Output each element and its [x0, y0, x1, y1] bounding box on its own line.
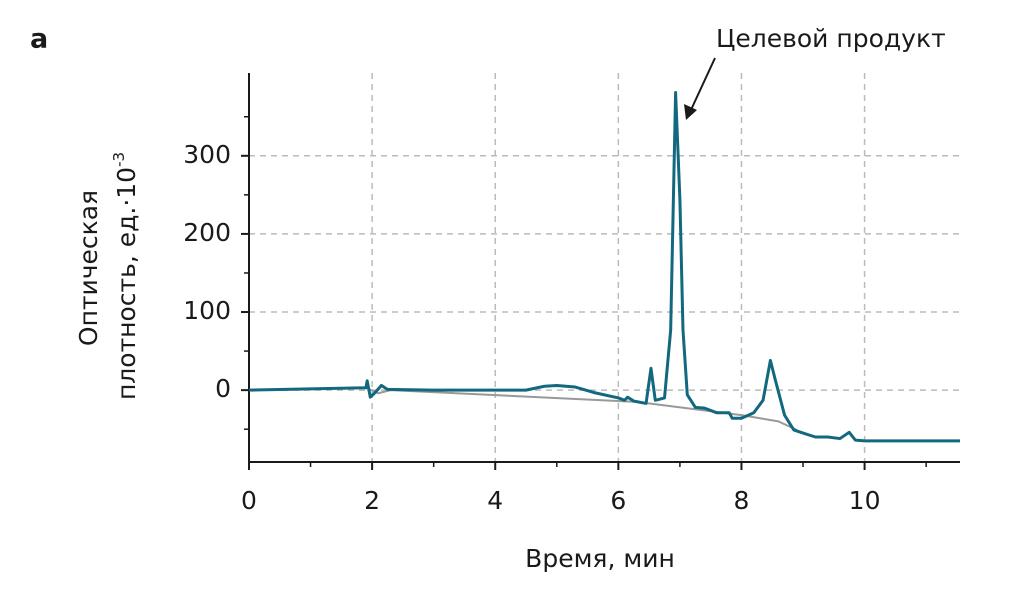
- y-tick-label: 300: [183, 140, 231, 169]
- y-tick-label: 200: [183, 218, 231, 247]
- y-label-line: плотность, ед.·10-3: [110, 152, 142, 400]
- x-tick-label: 0: [241, 486, 257, 515]
- y-tick-label: 100: [183, 296, 231, 325]
- x-tick-label: 4: [487, 486, 503, 515]
- annotation: Целевой продукт: [716, 24, 946, 53]
- y-label-exponent: -3: [110, 152, 128, 167]
- x-tick-label: 6: [610, 486, 626, 515]
- x-axis-label: Время, мин: [525, 544, 675, 573]
- x-tick-label: 8: [734, 486, 750, 515]
- data-line: [365, 386, 798, 431]
- y-axis-label: Оптическая плотность, ед.·10-3: [74, 152, 141, 400]
- data-line: [248, 91, 960, 443]
- y-tick-label: 0: [215, 374, 231, 403]
- y-label-line: Оптическая: [74, 190, 103, 346]
- arrow-head: [684, 104, 697, 120]
- x-tick-label: 2: [364, 486, 380, 515]
- x-tick-label: 10: [849, 486, 881, 515]
- panel-label: a: [30, 24, 48, 55]
- annotation-arrow: [689, 57, 716, 113]
- y-label-text: плотность, ед.·10: [112, 167, 141, 400]
